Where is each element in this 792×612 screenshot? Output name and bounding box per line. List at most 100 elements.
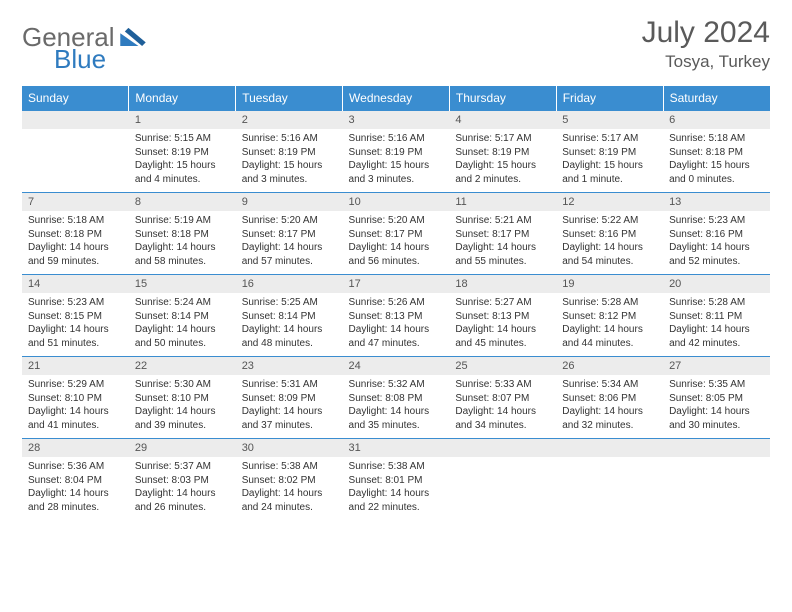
sunrise-line: Sunrise: 5:24 AM — [135, 296, 230, 310]
location: Tosya, Turkey — [642, 52, 770, 72]
day-number: 26 — [556, 357, 663, 376]
day-cell: Sunrise: 5:38 AMSunset: 8:01 PMDaylight:… — [343, 457, 450, 520]
sunrise-line: Sunrise: 5:33 AM — [455, 378, 550, 392]
day-number-row: 28293031 — [22, 439, 770, 458]
day-number: 30 — [236, 439, 343, 458]
logo: GeneralBlue — [22, 18, 146, 72]
sunset-line: Sunset: 8:19 PM — [562, 146, 657, 160]
day-cell: Sunrise: 5:15 AMSunset: 8:19 PMDaylight:… — [129, 129, 236, 193]
day-number: 24 — [343, 357, 450, 376]
day-cell: Sunrise: 5:27 AMSunset: 8:13 PMDaylight:… — [449, 293, 556, 357]
calendar-table: SundayMondayTuesdayWednesdayThursdayFrid… — [22, 86, 770, 520]
sunset-line: Sunset: 8:03 PM — [135, 474, 230, 488]
day-number: 28 — [22, 439, 129, 458]
sunrise-line: Sunrise: 5:18 AM — [669, 132, 764, 146]
daylight-line: Daylight: 14 hours and 51 minutes. — [28, 323, 123, 350]
daylight-line: Daylight: 14 hours and 54 minutes. — [562, 241, 657, 268]
day-cell: Sunrise: 5:20 AMSunset: 8:17 PMDaylight:… — [343, 211, 450, 275]
sunrise-line: Sunrise: 5:36 AM — [28, 460, 123, 474]
day-cell: Sunrise: 5:17 AMSunset: 8:19 PMDaylight:… — [449, 129, 556, 193]
sunset-line: Sunset: 8:17 PM — [242, 228, 337, 242]
logo-mark-icon — [120, 24, 146, 50]
daylight-line: Daylight: 15 hours and 1 minute. — [562, 159, 657, 186]
day-number: 9 — [236, 193, 343, 212]
day-cell — [449, 457, 556, 520]
day-cell: Sunrise: 5:31 AMSunset: 8:09 PMDaylight:… — [236, 375, 343, 439]
sunset-line: Sunset: 8:01 PM — [349, 474, 444, 488]
day-cell: Sunrise: 5:28 AMSunset: 8:11 PMDaylight:… — [663, 293, 770, 357]
day-cell: Sunrise: 5:16 AMSunset: 8:19 PMDaylight:… — [343, 129, 450, 193]
daylight-line: Daylight: 14 hours and 28 minutes. — [28, 487, 123, 514]
sunrise-line: Sunrise: 5:18 AM — [28, 214, 123, 228]
day-cell: Sunrise: 5:36 AMSunset: 8:04 PMDaylight:… — [22, 457, 129, 520]
daylight-line: Daylight: 14 hours and 22 minutes. — [349, 487, 444, 514]
sunrise-line: Sunrise: 5:23 AM — [28, 296, 123, 310]
sunset-line: Sunset: 8:02 PM — [242, 474, 337, 488]
day-cell: Sunrise: 5:34 AMSunset: 8:06 PMDaylight:… — [556, 375, 663, 439]
day-number: 4 — [449, 111, 556, 130]
day-cell: Sunrise: 5:16 AMSunset: 8:19 PMDaylight:… — [236, 129, 343, 193]
daylight-line: Daylight: 14 hours and 35 minutes. — [349, 405, 444, 432]
day-number — [663, 439, 770, 458]
sunset-line: Sunset: 8:17 PM — [349, 228, 444, 242]
day-body-row: Sunrise: 5:15 AMSunset: 8:19 PMDaylight:… — [22, 129, 770, 193]
day-number: 29 — [129, 439, 236, 458]
day-cell: Sunrise: 5:32 AMSunset: 8:08 PMDaylight:… — [343, 375, 450, 439]
day-cell: Sunrise: 5:23 AMSunset: 8:16 PMDaylight:… — [663, 211, 770, 275]
day-cell: Sunrise: 5:37 AMSunset: 8:03 PMDaylight:… — [129, 457, 236, 520]
daylight-line: Daylight: 14 hours and 48 minutes. — [242, 323, 337, 350]
sunrise-line: Sunrise: 5:20 AM — [349, 214, 444, 228]
day-cell: Sunrise: 5:30 AMSunset: 8:10 PMDaylight:… — [129, 375, 236, 439]
day-body-row: Sunrise: 5:23 AMSunset: 8:15 PMDaylight:… — [22, 293, 770, 357]
sunset-line: Sunset: 8:18 PM — [669, 146, 764, 160]
sunset-line: Sunset: 8:14 PM — [135, 310, 230, 324]
day-number: 20 — [663, 275, 770, 294]
sunset-line: Sunset: 8:19 PM — [135, 146, 230, 160]
day-cell: Sunrise: 5:26 AMSunset: 8:13 PMDaylight:… — [343, 293, 450, 357]
daylight-line: Daylight: 14 hours and 45 minutes. — [455, 323, 550, 350]
sunset-line: Sunset: 8:19 PM — [455, 146, 550, 160]
day-cell: Sunrise: 5:21 AMSunset: 8:17 PMDaylight:… — [449, 211, 556, 275]
day-cell: Sunrise: 5:19 AMSunset: 8:18 PMDaylight:… — [129, 211, 236, 275]
sunset-line: Sunset: 8:16 PM — [669, 228, 764, 242]
day-cell: Sunrise: 5:29 AMSunset: 8:10 PMDaylight:… — [22, 375, 129, 439]
sunrise-line: Sunrise: 5:27 AM — [455, 296, 550, 310]
sunset-line: Sunset: 8:18 PM — [28, 228, 123, 242]
header: GeneralBlue July 2024 Tosya, Turkey — [22, 18, 770, 72]
day-number: 15 — [129, 275, 236, 294]
sunrise-line: Sunrise: 5:17 AM — [562, 132, 657, 146]
sunset-line: Sunset: 8:13 PM — [455, 310, 550, 324]
sunset-line: Sunset: 8:19 PM — [242, 146, 337, 160]
daylight-line: Daylight: 15 hours and 4 minutes. — [135, 159, 230, 186]
day-number: 19 — [556, 275, 663, 294]
daylight-line: Daylight: 14 hours and 47 minutes. — [349, 323, 444, 350]
day-number-row: 21222324252627 — [22, 357, 770, 376]
day-number: 21 — [22, 357, 129, 376]
sunrise-line: Sunrise: 5:22 AM — [562, 214, 657, 228]
day-number: 12 — [556, 193, 663, 212]
sunset-line: Sunset: 8:14 PM — [242, 310, 337, 324]
daylight-line: Daylight: 14 hours and 37 minutes. — [242, 405, 337, 432]
daylight-line: Daylight: 14 hours and 44 minutes. — [562, 323, 657, 350]
day-cell: Sunrise: 5:18 AMSunset: 8:18 PMDaylight:… — [663, 129, 770, 193]
sunset-line: Sunset: 8:04 PM — [28, 474, 123, 488]
daylight-line: Daylight: 14 hours and 57 minutes. — [242, 241, 337, 268]
sunset-line: Sunset: 8:10 PM — [135, 392, 230, 406]
day-number — [22, 111, 129, 130]
sunrise-line: Sunrise: 5:25 AM — [242, 296, 337, 310]
day-cell: Sunrise: 5:22 AMSunset: 8:16 PMDaylight:… — [556, 211, 663, 275]
sunrise-line: Sunrise: 5:15 AM — [135, 132, 230, 146]
day-body-row: Sunrise: 5:18 AMSunset: 8:18 PM Daylight:… — [22, 211, 770, 275]
sunrise-line: Sunrise: 5:21 AM — [455, 214, 550, 228]
daylight-line: Daylight: 14 hours and 52 minutes. — [669, 241, 764, 268]
sunset-line: Sunset: 8:06 PM — [562, 392, 657, 406]
day-number — [556, 439, 663, 458]
month-title: July 2024 — [642, 18, 770, 48]
sunrise-line: Sunrise: 5:38 AM — [349, 460, 444, 474]
day-number: 27 — [663, 357, 770, 376]
day-number: 18 — [449, 275, 556, 294]
sunset-line: Sunset: 8:12 PM — [562, 310, 657, 324]
sunset-line: Sunset: 8:15 PM — [28, 310, 123, 324]
sunrise-line: Sunrise: 5:34 AM — [562, 378, 657, 392]
weekday-header: Monday — [129, 86, 236, 111]
